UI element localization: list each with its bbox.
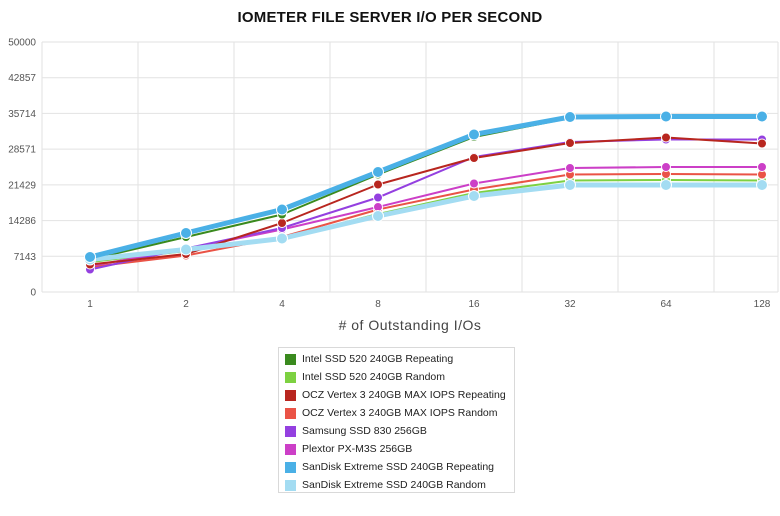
data-point xyxy=(180,243,192,256)
data-point xyxy=(661,132,671,143)
data-point xyxy=(468,190,480,202)
y-tick-label: 21429 xyxy=(8,180,36,191)
legend: Intel SSD 520 240GB Repeating Intel SSD 5… xyxy=(278,347,515,493)
y-tick-label: 35714 xyxy=(8,109,36,120)
x-tick-label: 128 xyxy=(754,299,771,310)
data-point xyxy=(276,203,288,216)
legend-label: Samsung SSD 830 256GB xyxy=(302,425,427,437)
legend-item: Intel SSD 520 240GB Repeating xyxy=(285,350,514,368)
x-tick-label: 16 xyxy=(468,299,480,310)
legend-swatch xyxy=(285,443,296,455)
data-point xyxy=(757,162,767,172)
legend-label: OCZ Vertex 3 240GB MAX IOPS Repeating xyxy=(302,389,506,401)
data-point xyxy=(373,192,383,203)
legend-swatch xyxy=(285,371,296,383)
data-point xyxy=(756,179,768,191)
legend-item: Samsung SSD 830 256GB xyxy=(285,422,514,440)
legend-item: OCZ Vertex 3 240GB MAX IOPS Random xyxy=(285,404,514,422)
legend-swatch xyxy=(285,479,296,491)
x-tick-label: 32 xyxy=(564,299,576,310)
legend-swatch xyxy=(285,407,296,419)
legend-item: Plextor PX-M3S 256GB xyxy=(285,440,514,458)
legend-item: SanDisk Extreme SSD 240GB Random xyxy=(285,476,514,494)
x-tick-label: 1 xyxy=(87,299,93,310)
series-line xyxy=(89,138,762,271)
data-point xyxy=(372,210,384,222)
data-point xyxy=(469,178,479,189)
legend-swatch xyxy=(285,353,296,365)
series-line xyxy=(89,114,762,260)
data-point xyxy=(564,111,576,123)
y-tick-label: 7143 xyxy=(14,252,37,263)
data-point xyxy=(469,153,479,163)
data-point xyxy=(565,138,575,148)
y-tick-label: 14286 xyxy=(8,216,36,227)
legend-label: SanDisk Extreme SSD 240GB Random xyxy=(302,479,486,491)
data-point xyxy=(661,162,671,172)
y-tick-label: 42857 xyxy=(8,73,36,84)
y-tick-label: 50000 xyxy=(8,38,36,49)
legend-label: Plextor PX-M3S 256GB xyxy=(302,443,413,455)
x-tick-label: 64 xyxy=(660,299,672,310)
x-tick-label: 8 xyxy=(375,299,381,310)
x-axis-tick-labels: 1 2 4 8 16 32 64 128 xyxy=(87,299,771,310)
data-point xyxy=(660,179,672,191)
legend-swatch xyxy=(285,389,296,401)
legend-label: Intel SSD 520 240GB Repeating xyxy=(302,353,454,365)
data-point xyxy=(660,110,672,123)
data-point xyxy=(276,232,288,245)
data-point xyxy=(180,227,192,239)
legend-swatch xyxy=(285,425,296,437)
data-point xyxy=(277,218,287,228)
legend-label: OCZ Vertex 3 240GB MAX IOPS Random xyxy=(302,407,498,419)
y-axis-tick-labels: 0 7143 14286 21429 28571 35714 42857 50000 xyxy=(8,38,36,299)
data-point xyxy=(756,110,768,123)
series-line xyxy=(89,182,762,262)
legend-swatch xyxy=(285,461,296,473)
data-point xyxy=(564,179,576,191)
data-point xyxy=(373,179,383,190)
line-chart: 0 7143 14286 21429 28571 35714 42857 50000 1 2 4 8… xyxy=(8,38,779,310)
data-point xyxy=(84,251,96,263)
legend-label: Intel SSD 520 240GB Random xyxy=(302,371,446,383)
legend-item: OCZ Vertex 3 240GB MAX IOPS Repeating xyxy=(285,386,514,404)
legend-label: SanDisk Extreme SSD 240GB Repeating xyxy=(302,461,495,473)
legend-item: SanDisk Extreme SSD 240GB Repeating xyxy=(285,458,514,476)
series-line xyxy=(89,173,763,268)
x-axis-label: # of Outstanding I/Os xyxy=(338,317,482,333)
data-point xyxy=(565,163,575,173)
legend-item: Intel SSD 520 240GB Random xyxy=(285,368,514,386)
x-tick-label: 4 xyxy=(279,299,285,310)
series-layer xyxy=(84,110,768,275)
x-tick-label: 2 xyxy=(183,299,189,310)
chart-title: IOMETER FILE SERVER I/O PER SECOND xyxy=(237,9,543,26)
data-point xyxy=(372,166,384,178)
data-point xyxy=(468,128,480,141)
data-point xyxy=(757,138,767,149)
y-tick-label: 28571 xyxy=(8,145,36,156)
series-7 xyxy=(84,110,768,263)
y-tick-label: 0 xyxy=(30,288,36,299)
